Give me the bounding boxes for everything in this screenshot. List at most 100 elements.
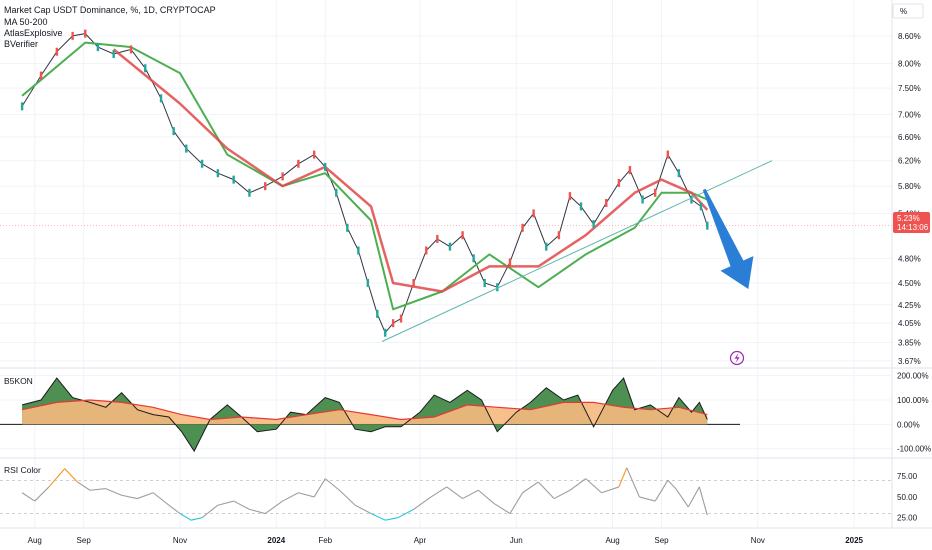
oscillator-axis[interactable]: 200.00% 100.00% 0.00% -100.00% [897,372,931,454]
rsi-segment [233,500,250,510]
oscillator-main-area [22,378,708,452]
time-tick-label: Sep [654,536,669,545]
price-candle [129,45,133,54]
price-candle [144,64,147,73]
rsi-segment [569,478,587,491]
rsi-segment [190,517,203,521]
rsi-segment [687,486,700,508]
price-candle [666,150,670,159]
time-tick-label: Aug [28,536,42,545]
price-candle [366,278,370,287]
price-candle [677,169,681,178]
price-tick-label: 5.80% [898,182,921,191]
price-candle [20,102,24,111]
oscillator-main-line [21,377,708,453]
price-candle [425,246,428,255]
price-candle [653,188,657,197]
price-tick-label: 6.20% [898,157,921,166]
rsi-segment [667,479,677,489]
unit-toggle-button[interactable] [892,3,924,19]
rsi-segment [179,513,192,521]
time-tick-label: Aug [605,536,619,545]
rsi-segment [585,478,602,494]
rsi-segment [21,492,36,502]
price-candle [248,188,251,197]
time-axis[interactable]: Aug Sep Nov 2024 Feb Apr Jun Aug Sep Nov 2025 [28,536,864,545]
price-candle [391,319,395,328]
rsi-segment [298,492,315,498]
price-candle [690,195,693,204]
price-candle [448,242,452,251]
price-candle [200,159,204,168]
price-candle [264,182,267,191]
price-series [20,29,709,337]
lightning-icon[interactable] [729,350,745,366]
rsi-title[interactable]: RSI Color [4,465,41,475]
rsi-segment [509,492,524,514]
price-candle [96,43,100,52]
price-candle [399,314,403,323]
indicator-atlas[interactable]: AtlasExplosive [4,28,63,38]
price-tick-label: 3.85% [898,338,921,347]
rsi-segment [553,489,571,500]
time-tick-label: Nov [751,536,765,545]
price-tick-label: 6.60% [898,133,921,142]
rsi-segment [77,481,91,491]
price-grid [0,0,892,528]
price-candle [483,278,486,287]
rsi-segment [137,492,154,500]
rsi-axis[interactable]: 75.00 50.00 25.00 [897,472,918,523]
price-candle [281,172,284,181]
rsi-tick-label: 75.00 [897,472,918,481]
rsi-segment [639,496,656,502]
oscillator-tick-label: 200.00% [897,372,929,381]
rsi-tick-label: 25.00 [897,514,918,523]
indicator-ma[interactable]: MA 50-200 [4,17,48,27]
price-candle [159,94,163,103]
rsi-segment [618,467,628,488]
rsi-segment [522,481,539,494]
price-candle [232,175,235,184]
rsi-segment [430,486,448,498]
price-candle [172,127,175,136]
chart-title[interactable]: Market Cap USDT Dominance, %, 1D, CRYPTO… [4,5,216,15]
rsi-segment [601,486,620,494]
price-candle [376,309,379,318]
indicator-bverifier[interactable]: BVerifier [4,39,38,49]
price-tick-label: 4.50% [898,279,921,288]
rsi-segment [152,492,170,506]
price-axis[interactable]: 8.60%8.00%7.50%7.00%6.60%6.20%5.80%5.40%… [898,32,921,366]
price-pane[interactable] [0,0,892,368]
price-candle [412,278,415,287]
price-candle [384,328,387,337]
price-candle [55,47,59,56]
price-candle [324,162,327,171]
rsi-segment [397,508,414,519]
price-candle [71,31,74,40]
rsi-segment [478,489,495,504]
oscillator-title[interactable]: B5KON [4,376,33,386]
price-candle [312,150,316,159]
price-candle [579,202,583,211]
price-candle [545,242,548,251]
rsi-segment [339,489,356,506]
rsi-segment [675,488,689,508]
rsi-segment [34,486,50,502]
rsi-segment [64,468,78,483]
price-candle [641,195,644,204]
oscillator-signal-line [21,399,708,421]
trendline [381,160,773,342]
price-tag: 5.23% 14:13:06 [893,212,930,233]
rsi-segment [168,504,181,514]
price-candle [496,283,499,292]
time-tick-label: 2024 [267,536,285,545]
price-tick-label: 7.00% [898,110,921,119]
price-tick-label: 7.50% [898,84,921,93]
oscillator-tick-label: -100.00% [897,445,931,454]
price-candle [346,223,349,232]
price-tick-label: 8.00% [898,59,921,68]
rsi-segment [370,513,386,521]
time-tick-label: Nov [173,536,187,545]
time-tick-label: Feb [318,536,332,545]
